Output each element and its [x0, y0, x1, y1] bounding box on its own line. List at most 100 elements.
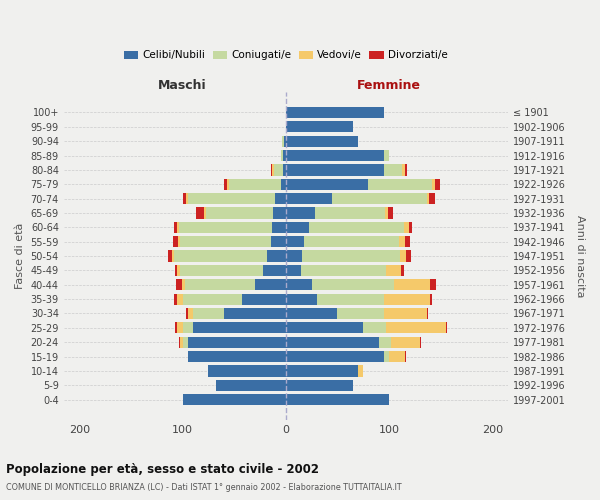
- Bar: [286, 236, 304, 248]
- Bar: [368, 178, 433, 190]
- Bar: [394, 279, 430, 290]
- Bar: [286, 150, 384, 161]
- Bar: [384, 164, 403, 175]
- Bar: [385, 208, 388, 218]
- Bar: [181, 265, 263, 276]
- Legend: Celibi/Nubili, Coniugati/e, Vedovi/e, Divorziati/e: Celibi/Nubili, Coniugati/e, Vedovi/e, Di…: [119, 46, 452, 64]
- Bar: [430, 294, 433, 304]
- Bar: [434, 178, 440, 190]
- Bar: [384, 294, 430, 304]
- Bar: [286, 193, 332, 204]
- Bar: [286, 121, 353, 132]
- Bar: [286, 308, 337, 319]
- Bar: [229, 178, 281, 190]
- Bar: [188, 308, 193, 319]
- Bar: [283, 150, 286, 161]
- Bar: [286, 208, 315, 218]
- Bar: [174, 222, 178, 233]
- Bar: [286, 250, 302, 262]
- Bar: [286, 294, 317, 304]
- Bar: [286, 322, 363, 334]
- Bar: [272, 164, 274, 175]
- Bar: [286, 265, 301, 276]
- Bar: [446, 322, 447, 334]
- Bar: [430, 279, 436, 290]
- Bar: [430, 193, 434, 204]
- Bar: [182, 294, 242, 304]
- Bar: [178, 222, 179, 233]
- Bar: [384, 150, 389, 161]
- Bar: [175, 265, 178, 276]
- Bar: [286, 380, 353, 391]
- Bar: [317, 294, 384, 304]
- Bar: [286, 107, 384, 118]
- Bar: [188, 351, 286, 362]
- Bar: [182, 336, 188, 348]
- Bar: [388, 208, 393, 218]
- Bar: [272, 222, 286, 233]
- Bar: [185, 193, 188, 204]
- Bar: [271, 164, 272, 175]
- Bar: [389, 351, 404, 362]
- Bar: [284, 136, 286, 147]
- Bar: [404, 236, 410, 248]
- Bar: [308, 222, 404, 233]
- Bar: [178, 236, 181, 248]
- Bar: [433, 178, 434, 190]
- Bar: [174, 250, 267, 262]
- Bar: [182, 322, 193, 334]
- Bar: [188, 336, 286, 348]
- Bar: [178, 265, 181, 276]
- Bar: [175, 322, 178, 334]
- Bar: [168, 250, 172, 262]
- Bar: [409, 222, 412, 233]
- Bar: [182, 394, 286, 405]
- Bar: [363, 322, 386, 334]
- Bar: [204, 208, 206, 218]
- Bar: [400, 236, 404, 248]
- Bar: [193, 322, 286, 334]
- Bar: [224, 178, 227, 190]
- Bar: [174, 294, 178, 304]
- Bar: [179, 336, 181, 348]
- Bar: [401, 265, 404, 276]
- Bar: [267, 250, 286, 262]
- Bar: [178, 294, 182, 304]
- Bar: [179, 222, 272, 233]
- Bar: [404, 164, 407, 175]
- Text: Popolazione per età, sesso e stato civile - 2002: Popolazione per età, sesso e stato civil…: [6, 462, 319, 475]
- Bar: [281, 136, 284, 147]
- Bar: [181, 236, 271, 248]
- Bar: [173, 236, 178, 248]
- Y-axis label: Anni di nascita: Anni di nascita: [575, 215, 585, 298]
- Bar: [286, 336, 379, 348]
- Bar: [379, 336, 391, 348]
- Bar: [403, 164, 404, 175]
- Bar: [315, 208, 385, 218]
- Bar: [271, 236, 286, 248]
- Bar: [185, 279, 255, 290]
- Bar: [188, 193, 275, 204]
- Bar: [304, 236, 400, 248]
- Bar: [286, 351, 384, 362]
- Text: Maschi: Maschi: [158, 80, 207, 92]
- Bar: [224, 308, 286, 319]
- Text: COMUNE DI MONTICELLO BRIANZA (LC) - Dati ISTAT 1° gennaio 2002 - Elaborazione TU: COMUNE DI MONTICELLO BRIANZA (LC) - Dati…: [6, 484, 401, 492]
- Bar: [302, 250, 400, 262]
- Bar: [196, 208, 204, 218]
- Bar: [286, 136, 358, 147]
- Bar: [337, 308, 384, 319]
- Bar: [182, 193, 185, 204]
- Bar: [215, 380, 286, 391]
- Bar: [281, 150, 283, 161]
- Bar: [404, 222, 409, 233]
- Bar: [400, 250, 406, 262]
- Bar: [227, 178, 229, 190]
- Bar: [286, 394, 389, 405]
- Bar: [255, 279, 286, 290]
- Bar: [283, 164, 286, 175]
- Bar: [178, 322, 182, 334]
- Bar: [176, 279, 182, 290]
- Bar: [404, 351, 406, 362]
- Bar: [332, 193, 427, 204]
